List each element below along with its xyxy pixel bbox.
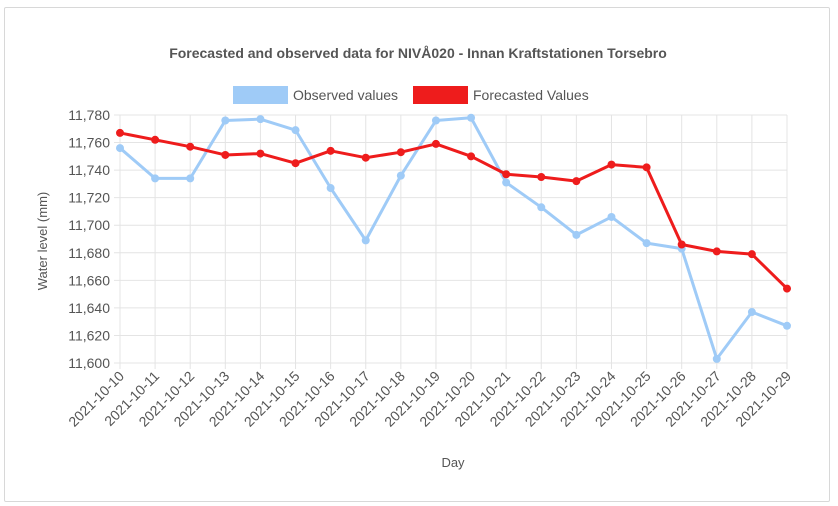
data-point <box>221 150 230 159</box>
y-tick-label: 11,720 <box>68 190 110 206</box>
legend-swatch <box>233 86 288 104</box>
data-point <box>116 144 124 153</box>
x-axis-ticks: 2021-10-102021-10-112021-10-122021-10-13… <box>65 368 794 430</box>
data-point <box>783 321 791 330</box>
data-point <box>572 177 581 186</box>
series-layer <box>116 113 791 363</box>
data-point <box>396 171 405 180</box>
y-tick-label: 11,760 <box>68 135 110 151</box>
y-axis-ticks: 11,600 11,620 11,640 11,660 11,680 11,700 11,7… <box>68 107 110 371</box>
y-tick-label: 11,700 <box>68 217 110 233</box>
data-point <box>431 116 440 125</box>
data-point <box>256 115 265 124</box>
legend-label: Observed values <box>293 87 398 103</box>
series-line <box>119 116 788 361</box>
data-point <box>396 148 405 157</box>
data-point <box>326 146 335 155</box>
data-point <box>747 308 756 317</box>
legend: Observed values Forecasted Values <box>233 86 589 104</box>
data-point <box>361 153 370 162</box>
data-point <box>502 178 511 187</box>
y-tick-label: 11,620 <box>68 327 110 343</box>
data-point <box>502 170 511 179</box>
legend-label: Forecasted Values <box>473 87 589 103</box>
data-point <box>186 174 195 183</box>
data-point <box>186 142 195 151</box>
y-tick-label: 11,740 <box>68 162 110 178</box>
x-axis-label: Day <box>441 455 465 470</box>
data-point <box>572 230 581 239</box>
data-point <box>467 152 476 161</box>
data-point <box>607 212 616 221</box>
data-point <box>431 139 440 148</box>
series-line <box>119 131 789 290</box>
data-point <box>151 174 160 183</box>
data-point <box>256 149 265 158</box>
y-tick-label: 11,680 <box>68 245 110 261</box>
data-point <box>361 236 370 245</box>
data-point <box>116 128 124 137</box>
data-point <box>291 126 300 135</box>
data-point <box>642 163 651 172</box>
y-axis-label: Water level (mm) <box>35 192 50 290</box>
data-point <box>291 159 300 168</box>
chart-title: Forecasted and observed data for NIVÅ020… <box>169 45 667 61</box>
data-point <box>642 239 651 248</box>
data-point <box>326 184 335 193</box>
data-point <box>221 116 230 125</box>
y-tick-label: 11,780 <box>68 107 110 123</box>
data-point <box>712 354 721 363</box>
data-point <box>783 284 791 293</box>
data-point <box>537 203 546 212</box>
data-point <box>677 240 686 249</box>
data-point <box>607 160 616 169</box>
data-point <box>467 113 476 122</box>
y-tick-label: 11,640 <box>68 300 110 316</box>
legend-swatch <box>413 86 468 104</box>
data-point <box>151 135 160 144</box>
y-tick-label: 11,660 <box>68 272 110 288</box>
data-point <box>747 250 756 259</box>
data-point <box>537 173 546 181</box>
data-point <box>712 247 721 256</box>
y-tick-label: 11,600 <box>68 355 110 371</box>
